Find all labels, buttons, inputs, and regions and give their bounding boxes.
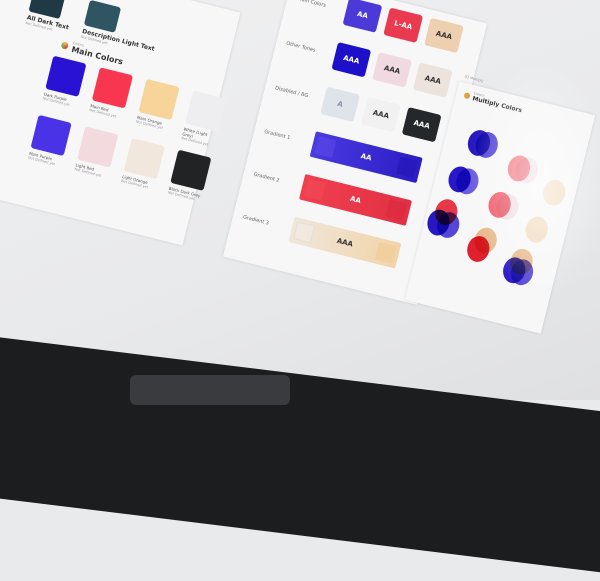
contrast-swatch[interactable]: AA [342,0,383,33]
contrast-swatch[interactable]: AAA [401,106,442,143]
contrast-swatch[interactable]: L-AA [383,7,424,43]
swatch-main-red[interactable]: Main Red Not Defined yet [88,67,135,125]
contrast-swatch[interactable]: AAA [412,62,453,98]
contrast-swatch[interactable]: AAA [372,52,412,88]
circle [522,214,551,245]
swatch-light-red[interactable]: Light Red Not Defined yet [74,126,120,179]
swatch-light-orange[interactable]: Light Orange Not Defined yet [121,138,167,191]
main-colors-card: All Dark Text Not Defined yet Description… [0,0,241,246]
contrast-swatch[interactable]: AAA [331,42,372,78]
palette-icon [463,91,471,99]
monitor-stand [130,375,290,405]
swatch-all-dark-text[interactable]: All Dark Text Not Defined yet [25,0,76,35]
swatch-black[interactable]: Black Dark Grey Not Defined yet [167,149,213,203]
circle [540,177,569,208]
gradient-swatch[interactable]: AA [299,173,413,226]
swatch-white[interactable]: White (Light Grey) Not Defined yet [181,90,228,148]
contrast-swatch[interactable]: AAA [424,17,464,54]
swatch-main-orange[interactable]: Main Orange Not Defined yet [134,78,181,137]
gradient-swatch[interactable]: AA [309,131,423,184]
contrast-swatch[interactable]: AAA [361,96,401,133]
contrast-swatch[interactable]: A [320,86,361,123]
swatch-main-purple[interactable]: Main Purple Not Defined yet [28,114,74,168]
palette-icon [60,41,70,50]
swatch-dark-purple[interactable]: Dark Purple Not Defined yet [41,55,88,114]
gradient-swatch[interactable]: AAA [288,216,402,269]
monitor-screen: All Dark Text Not Defined yet Description… [0,0,600,400]
